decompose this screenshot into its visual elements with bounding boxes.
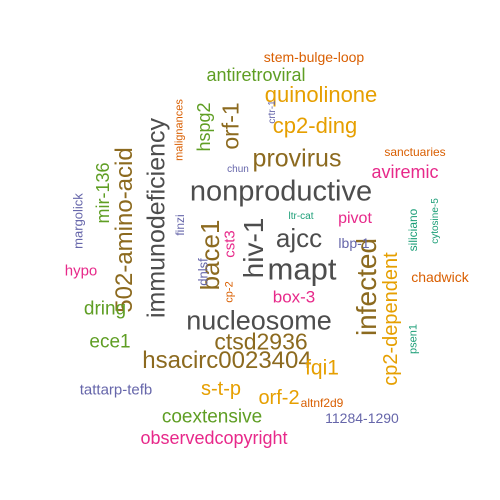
word-pivot: pivot (338, 210, 372, 227)
word-dnlsf: dnlsf (195, 258, 211, 286)
word-lbp-1: lbp-1 (338, 235, 370, 251)
word-dring: dring (83, 298, 127, 320)
word-crtr-1: crtr-1 (267, 100, 278, 124)
word-coextensive: coextensive (161, 406, 263, 428)
word-box-3: box-3 (272, 287, 316, 307)
word-orf-2: orf-2 (258, 387, 300, 409)
word-ctsd2936: ctsd2936 (214, 328, 308, 355)
word-ajcc: ajcc (275, 223, 323, 253)
word-11284-1290: 11284-1290 (325, 410, 399, 426)
word-hsacirc0023404: hsacirc0023404 (142, 347, 312, 374)
word-chun: chun (227, 164, 249, 175)
word-altnf2d9: altnf2d9 (300, 396, 344, 410)
word-orf-1: orf-1 (217, 102, 244, 150)
word-infected: infected (351, 237, 382, 337)
word-cytosine-5: cytosine-5 (430, 198, 441, 244)
word-cp2-ding: cp2-ding (272, 113, 358, 138)
word-finzi: finzi (173, 214, 187, 236)
word-malignances: malignances (173, 99, 186, 161)
word-502-amino-acid: 502-amino-acid (111, 147, 138, 313)
word-ltr-cat: ltr-cat (288, 211, 314, 222)
word-siliciano: siliciano (406, 208, 420, 252)
word-cp-2: cp-2 (223, 281, 236, 303)
word-mir-136: mir-136 (93, 162, 113, 224)
word-ece1: ece1 (89, 331, 131, 353)
word-fqi1: fqi1 (305, 356, 339, 380)
word-hypo: hypo (64, 262, 98, 280)
word-chadwick: chadwick (411, 269, 469, 285)
word-s-t-p: s-t-p (201, 378, 241, 400)
word-hspg2: hspg2 (194, 102, 214, 152)
word-provirus: provirus (252, 144, 342, 173)
word-tattarp-tefb: tattarp-tefb (79, 381, 153, 399)
word-psen1: psen1 (407, 324, 420, 354)
word-cst3: cst3 (221, 230, 239, 258)
word-mapt: mapt (267, 251, 337, 287)
word-immunodeficiency: immunodeficiency (142, 117, 171, 319)
word-antiretroviral: antiretroviral (206, 65, 306, 85)
word-nucleosome: nucleosome (186, 305, 332, 336)
word-nonproductive: nonproductive (189, 175, 373, 208)
word-quinolinone: quinolinone (264, 82, 378, 107)
word-stem-bulge-loop: stem-bulge-loop (263, 49, 365, 65)
word-hiv-1: hiv-1 (238, 217, 269, 279)
word-observedcopyright: observedcopyright (140, 428, 288, 448)
word-cp2-dependent: cp2-dependent (380, 252, 402, 386)
word-sanctuaries: sanctuaries (384, 145, 446, 159)
word-aviremic: aviremic (371, 162, 439, 182)
word-margolick: margolick (70, 193, 86, 249)
